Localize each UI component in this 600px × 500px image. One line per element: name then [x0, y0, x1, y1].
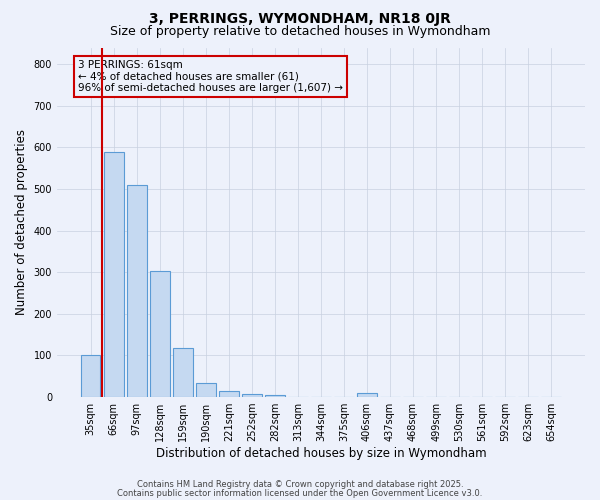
Bar: [242, 394, 262, 397]
X-axis label: Distribution of detached houses by size in Wymondham: Distribution of detached houses by size …: [155, 447, 486, 460]
Bar: [81, 356, 100, 397]
Bar: [219, 391, 239, 397]
Bar: [104, 152, 124, 397]
Y-axis label: Number of detached properties: Number of detached properties: [15, 130, 28, 316]
Bar: [196, 382, 215, 397]
Bar: [265, 395, 284, 397]
Bar: [150, 271, 170, 397]
Text: Contains HM Land Registry data © Crown copyright and database right 2025.: Contains HM Land Registry data © Crown c…: [137, 480, 463, 489]
Text: Contains public sector information licensed under the Open Government Licence v3: Contains public sector information licen…: [118, 488, 482, 498]
Bar: [173, 348, 193, 397]
Bar: [127, 185, 146, 397]
Text: 3 PERRINGS: 61sqm
← 4% of detached houses are smaller (61)
96% of semi-detached : 3 PERRINGS: 61sqm ← 4% of detached house…: [78, 60, 343, 93]
Text: Size of property relative to detached houses in Wymondham: Size of property relative to detached ho…: [110, 25, 490, 38]
Text: 3, PERRINGS, WYMONDHAM, NR18 0JR: 3, PERRINGS, WYMONDHAM, NR18 0JR: [149, 12, 451, 26]
Bar: [357, 393, 377, 397]
